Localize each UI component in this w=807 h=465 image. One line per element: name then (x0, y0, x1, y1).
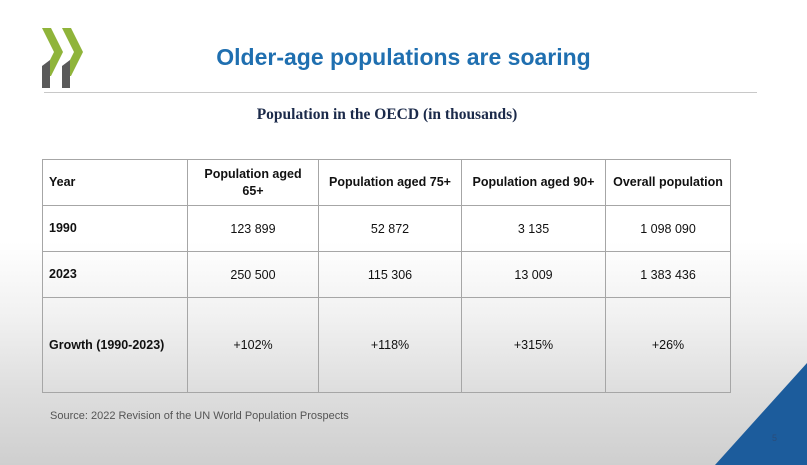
cell-2023-overall: 1 383 436 (605, 251, 731, 298)
header-overall: Overall population (605, 159, 731, 206)
cell-growth-overall: +26% (605, 297, 731, 393)
table-row-growth: Growth (1990-2023) +102% +118% +315% +26… (42, 297, 731, 393)
table-subtitle: Population in the OECD (in thousands) (256, 106, 518, 123)
logo-stem-right (62, 60, 70, 88)
table-row: 1990 123 899 52 872 3 135 1 098 090 (42, 205, 731, 252)
table-row: 2023 250 500 115 306 13 009 1 383 436 (42, 251, 731, 298)
cell-growth-aged-90: +315% (461, 297, 606, 393)
cell-2023-aged-65: 250 500 (187, 251, 319, 298)
slide-title: Older-age populations are soaring (216, 44, 591, 70)
row-label-1990: 1990 (42, 205, 188, 252)
corner-triangle-decoration (715, 363, 807, 465)
population-table: Year Population aged 65+ Population aged… (42, 159, 731, 393)
cell-1990-overall: 1 098 090 (605, 205, 731, 252)
cell-growth-aged-65: +102% (187, 297, 319, 393)
table-header-row: Year Population aged 65+ Population aged… (42, 159, 731, 206)
cell-1990-aged-90: 3 135 (461, 205, 606, 252)
row-label-growth: Growth (1990-2023) (42, 297, 188, 393)
logo-chevron-left (42, 28, 63, 76)
cell-2023-aged-90: 13 009 (461, 251, 606, 298)
header-aged-90: Population aged 90+ (461, 159, 606, 206)
cell-growth-aged-75: +118% (318, 297, 462, 393)
header-aged-75: Population aged 75+ (318, 159, 462, 206)
cell-2023-aged-75: 115 306 (318, 251, 462, 298)
header-year: Year (42, 159, 188, 206)
row-label-2023: 2023 (42, 251, 188, 298)
header-aged-65: Population aged 65+ (187, 159, 319, 206)
cell-1990-aged-65: 123 899 (187, 205, 319, 252)
logo-stem-left (42, 60, 50, 88)
title-divider (44, 92, 757, 93)
source-note: Source: 2022 Revision of the UN World Po… (50, 410, 349, 422)
page-number: 5 (771, 433, 777, 443)
cell-1990-aged-75: 52 872 (318, 205, 462, 252)
oecd-logo-icon (42, 28, 83, 88)
logo-chevron-right (62, 28, 83, 76)
